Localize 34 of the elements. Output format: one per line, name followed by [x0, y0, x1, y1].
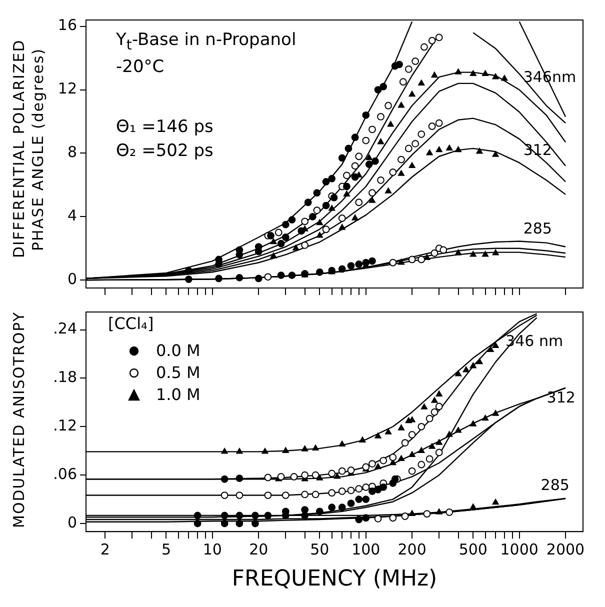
x-tick-label: 100	[352, 540, 380, 558]
annotation: 285	[540, 476, 570, 494]
legend-title: [CCl₄]	[108, 314, 155, 333]
x-tick-label: 500	[458, 540, 488, 558]
x-tick-label: 10	[202, 540, 222, 558]
annotation: Θ₂ =502 ps	[116, 141, 214, 162]
x-tick-label: 1000	[500, 540, 538, 558]
annotation: 312	[546, 388, 576, 406]
x-tick-label: 5	[161, 540, 172, 558]
annotation: Y$_{t}$-Base in n-Propanol	[116, 30, 296, 54]
y-tick-label: .24	[53, 320, 77, 338]
x-tick-label: 20	[249, 540, 268, 558]
y-tick-label: .18	[53, 368, 77, 386]
x-axis-title: FREQUENCY (MHz)	[232, 566, 438, 592]
x-tick-label: 2000	[546, 540, 585, 558]
y-tick-label: .06	[53, 464, 77, 483]
y-tick-label: 4	[67, 206, 77, 225]
y-axis-title: DIFFERENTIAL POLARIZED PHASE ANGLE (degrees)	[10, 38, 48, 260]
y-tick-label: 8	[67, 143, 77, 162]
legend-label: 0.0 M	[156, 341, 200, 360]
y-tick-label: 0	[67, 513, 77, 532]
y-axis-title: MODULATED ANISOTROPY	[10, 310, 29, 529]
annotation: 285	[523, 220, 552, 238]
legend-label: 1.0 M	[156, 385, 200, 404]
y-tick-label: 16	[58, 16, 77, 34]
annotation: -20°C	[116, 57, 166, 78]
y-tick-label: 12	[58, 80, 77, 98]
x-tick-label: 50	[310, 540, 330, 558]
y-tick-label: 0	[67, 270, 77, 288]
x-tick-label: 200	[398, 540, 426, 558]
y-tick-label: .12	[53, 416, 77, 435]
x-tick-label: 2	[100, 540, 110, 558]
legend-label: 0.5 M	[156, 363, 200, 382]
annotation: Θ₁ =146 ps	[116, 117, 214, 138]
